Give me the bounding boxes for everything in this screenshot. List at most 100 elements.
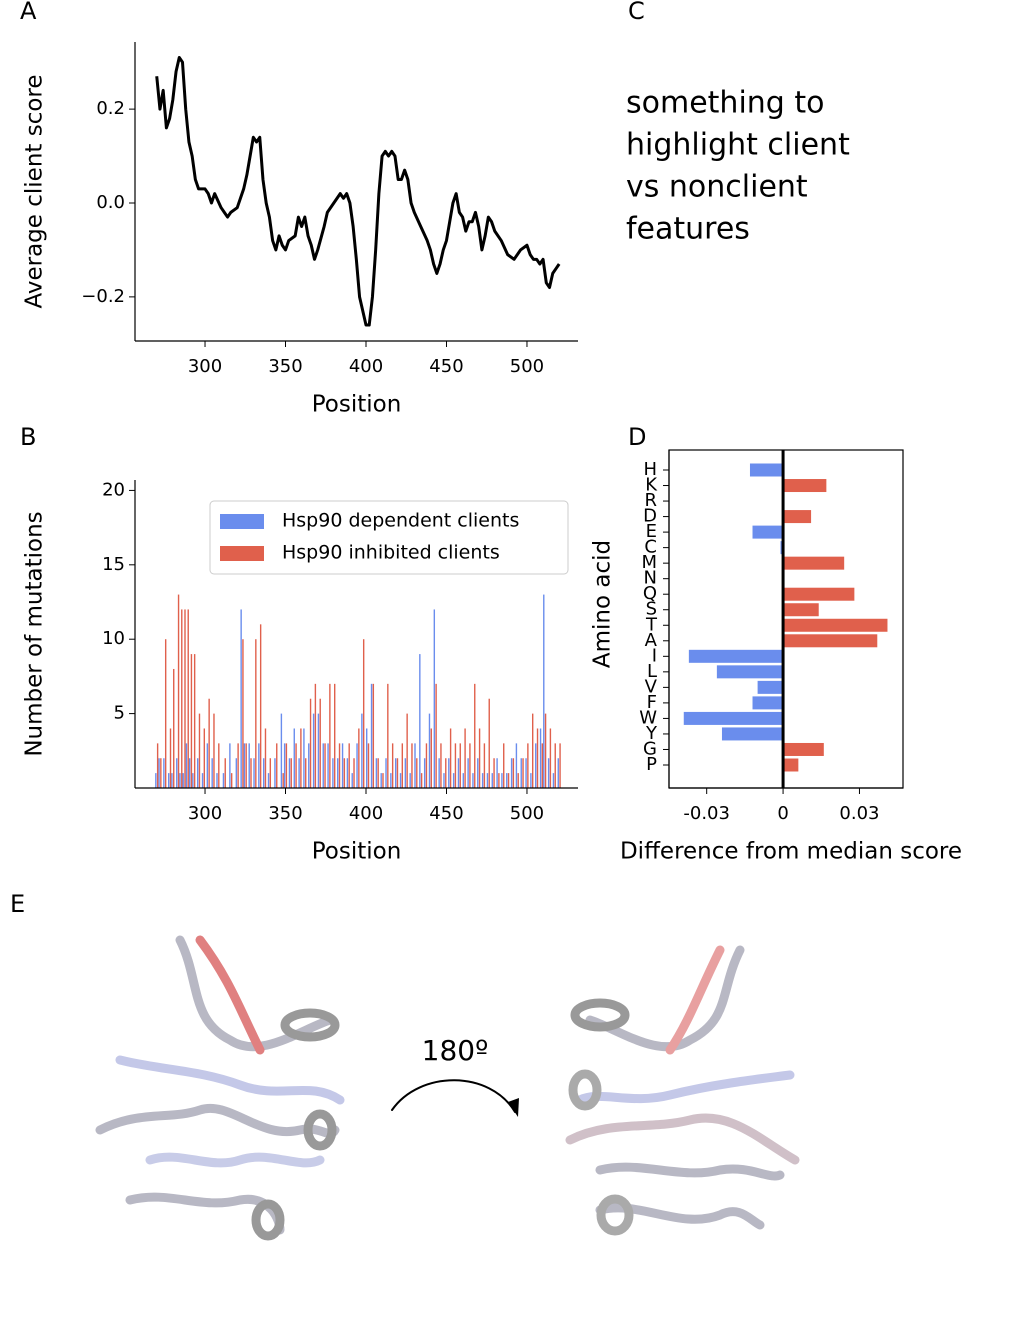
bar bbox=[547, 758, 550, 788]
helix bbox=[568, 1069, 602, 1111]
bar bbox=[783, 634, 878, 648]
y-tick-label: 20 bbox=[102, 479, 125, 500]
bar bbox=[749, 463, 784, 477]
x-tick-label: 500 bbox=[510, 356, 544, 377]
bar bbox=[428, 713, 431, 788]
bar bbox=[222, 773, 225, 788]
bar bbox=[757, 680, 784, 694]
x-tick-label: 400 bbox=[349, 803, 383, 824]
bar bbox=[552, 773, 555, 788]
x-axis-title: Position bbox=[312, 839, 402, 865]
bar bbox=[539, 728, 542, 788]
ribbon bbox=[575, 1070, 795, 1105]
bar bbox=[399, 773, 402, 788]
bar bbox=[783, 603, 819, 617]
helix bbox=[251, 1199, 285, 1241]
bar bbox=[783, 618, 888, 632]
bar bbox=[192, 773, 194, 788]
bar bbox=[517, 773, 519, 788]
y-tick-label: R bbox=[644, 490, 657, 511]
helix bbox=[303, 1109, 337, 1151]
bar bbox=[248, 743, 250, 788]
bar bbox=[488, 698, 490, 788]
bar bbox=[721, 727, 784, 741]
bar bbox=[327, 743, 329, 788]
bar bbox=[483, 743, 486, 788]
y-tick-label: F bbox=[647, 692, 657, 713]
bar bbox=[449, 728, 452, 788]
x-tick-label: -0.03 bbox=[683, 803, 730, 824]
x-tick-label: 350 bbox=[268, 803, 302, 824]
bar bbox=[377, 758, 379, 788]
bar bbox=[530, 773, 532, 788]
note-line: vs nonclient bbox=[626, 170, 808, 205]
bar bbox=[510, 758, 513, 788]
bar bbox=[181, 609, 183, 788]
x-tick-label: 350 bbox=[268, 356, 302, 377]
bar bbox=[282, 773, 284, 788]
bar bbox=[430, 728, 432, 788]
panel-label: B bbox=[20, 423, 36, 451]
bar bbox=[462, 773, 464, 788]
bar bbox=[224, 758, 226, 788]
y-tick-label: H bbox=[643, 459, 657, 480]
x-tick-label: 0 bbox=[777, 803, 788, 824]
bar bbox=[501, 773, 503, 788]
x-tick-label: 500 bbox=[510, 803, 544, 824]
bar bbox=[394, 758, 397, 788]
ribbon bbox=[585, 945, 745, 1052]
y-axis-title: Number of mutations bbox=[22, 511, 48, 756]
bar bbox=[419, 654, 421, 788]
bar bbox=[783, 510, 812, 524]
bar bbox=[448, 758, 450, 788]
arrow-head bbox=[508, 1098, 519, 1117]
bar bbox=[338, 743, 341, 788]
y-tick-label: Y bbox=[645, 723, 658, 744]
bar bbox=[160, 758, 162, 788]
bar bbox=[262, 758, 265, 788]
y-tick-label: D bbox=[643, 506, 657, 527]
bar bbox=[235, 758, 238, 788]
bar bbox=[387, 683, 389, 788]
y-axis-title: Amino acid bbox=[590, 540, 616, 668]
bar bbox=[496, 758, 498, 788]
bar bbox=[435, 683, 437, 788]
bar bbox=[683, 711, 784, 725]
helix bbox=[596, 1194, 634, 1236]
bar bbox=[438, 758, 440, 788]
x-tick-label: 450 bbox=[429, 803, 463, 824]
y-tick-label: L bbox=[647, 661, 657, 682]
bar bbox=[334, 683, 336, 788]
note-line: features bbox=[626, 212, 750, 247]
bar bbox=[258, 743, 260, 788]
bar bbox=[375, 758, 378, 788]
bar bbox=[319, 698, 321, 788]
bar bbox=[158, 758, 160, 788]
bar bbox=[156, 743, 159, 788]
x-tick-label: 450 bbox=[429, 356, 463, 377]
x-tick-label: 300 bbox=[188, 803, 222, 824]
bar bbox=[515, 743, 518, 788]
bar bbox=[312, 713, 315, 788]
bar bbox=[544, 713, 547, 788]
bar bbox=[491, 773, 493, 788]
bar bbox=[358, 728, 360, 788]
bar bbox=[554, 743, 556, 788]
bar bbox=[559, 743, 561, 788]
bar bbox=[372, 683, 375, 788]
bar bbox=[211, 758, 213, 788]
bar bbox=[346, 758, 349, 788]
y-tick-label: K bbox=[645, 475, 658, 496]
legend-swatch bbox=[220, 514, 264, 529]
bar bbox=[163, 758, 165, 788]
y-tick-label: 0.0 bbox=[96, 192, 125, 213]
bar bbox=[237, 743, 239, 788]
bar bbox=[173, 668, 175, 788]
bar bbox=[229, 743, 231, 788]
bar bbox=[512, 758, 515, 788]
y-tick-label: A bbox=[645, 630, 658, 651]
bar bbox=[361, 713, 363, 788]
bar bbox=[520, 758, 522, 788]
bar bbox=[527, 743, 529, 788]
